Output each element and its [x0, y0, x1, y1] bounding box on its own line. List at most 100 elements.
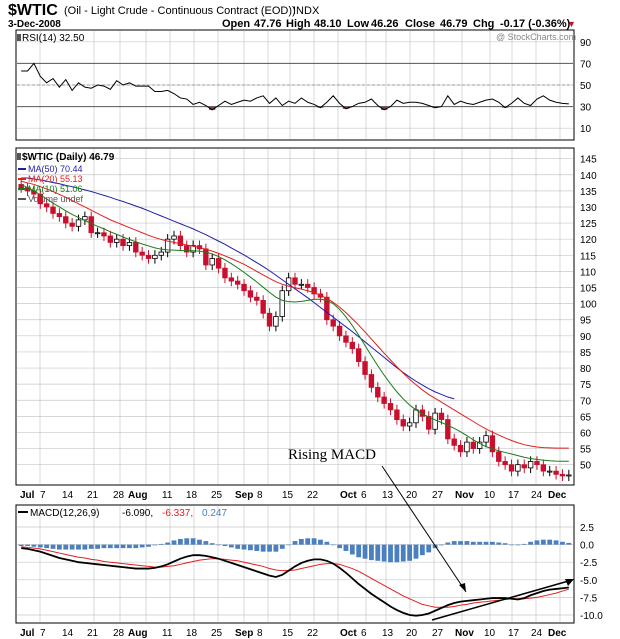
x-tick-label: 8 [257, 628, 263, 639]
macd-x-axis: Jul 7 14 21 28 Aug 11 18 25 Sep 8 15 22 Oct 6 13 20 27 Nov… [20, 628, 567, 639]
low-value: 46.26 [371, 18, 399, 30]
candle-body [502, 461, 508, 466]
candle-body [107, 235, 114, 243]
x-tick-label: 11 [162, 628, 173, 639]
legend-entry: Volume undef [28, 194, 84, 204]
x-tick-label: 21 [87, 628, 99, 639]
x-tick-label: 7 [40, 628, 46, 639]
macd-histogram-bar [248, 544, 253, 551]
macd-histogram-bar [286, 544, 292, 546]
macd-histogram-bar [375, 544, 381, 561]
x-tick-label: 7 [40, 490, 46, 501]
price-tick-label: 115 [580, 251, 596, 262]
price-tick-label: 100 [580, 300, 597, 311]
x-tick-label: 24 [531, 490, 543, 501]
candle-body [209, 258, 215, 266]
macd-tick-label: -5.0 [580, 576, 598, 587]
x-tick-label: 10 [484, 490, 496, 501]
x-tick-label: 17 [508, 628, 520, 639]
x-tick-label: 27 [432, 628, 444, 639]
macd-histogram-bar [76, 544, 81, 550]
chg-down-arrow-icon: ▼ [567, 19, 576, 29]
macd-histogram-bar [426, 544, 432, 553]
x-tick-label: Nov [455, 628, 474, 639]
candle-body [254, 296, 260, 301]
rsi-oversold-fill [380, 106, 388, 110]
candle-body [126, 242, 133, 247]
macd-histogram-bar [158, 543, 164, 545]
candle-body [37, 193, 43, 205]
rsi-tick-label: 10 [580, 124, 592, 135]
chg-label: Chg [473, 18, 494, 30]
rsi-legend: RSI(14) 32.50 [22, 33, 85, 44]
legend-entry: MA(50) 70.44 [28, 164, 83, 174]
chart-symbol: $WTIC [8, 2, 58, 19]
macd-histogram-bar [496, 542, 502, 545]
candle-body [241, 283, 247, 292]
x-tick-label: 14 [62, 490, 74, 501]
x-tick-label: Nov [455, 490, 474, 501]
macd-histogram-bar [566, 542, 572, 545]
chart-date: 3-Dec-2008 [8, 19, 61, 30]
macd-histogram-bar [50, 544, 56, 549]
candle-body [145, 254, 152, 259]
candle-body [362, 361, 368, 375]
x-tick-label: 11 [162, 490, 173, 501]
macd-legend-hist: 0.247 [202, 508, 227, 519]
candle-body [311, 287, 317, 295]
macd-histogram-bar [381, 544, 387, 562]
candle-body [400, 419, 406, 427]
x-tick-label: 13 [382, 628, 394, 639]
candle-body [521, 464, 527, 469]
macd-tick-label: 2.5 [580, 523, 594, 534]
macd-histogram-bar [311, 538, 317, 545]
price-tick-label: 65 [580, 412, 592, 423]
macd-histogram-bar [31, 544, 37, 547]
rising-macd-annotation: Rising MACD [288, 447, 376, 463]
candle-body [476, 441, 483, 449]
ma10-line [20, 183, 569, 462]
price-tick-label: 60 [580, 428, 592, 439]
macd-histogram-bar [107, 544, 113, 549]
macd-histogram-bar [521, 543, 527, 545]
candle-body [260, 299, 266, 314]
candle-body [305, 283, 311, 288]
price-legend-swatch [17, 153, 21, 160]
candle-body [445, 419, 451, 440]
candle-body [508, 464, 515, 472]
macd-histogram-bar [63, 544, 69, 550]
trendline-arrowhead-icon [565, 579, 574, 586]
price-tick-label: 75 [580, 380, 592, 391]
candle-body [375, 386, 381, 398]
candle-body [279, 290, 285, 317]
macd-histogram-bar [337, 544, 342, 549]
macd-histogram-bar [222, 544, 228, 547]
price-legend-title: $WTIC (Daily) 46.79 [22, 152, 115, 163]
macd-histogram-bar [528, 541, 534, 545]
candle-body [432, 412, 438, 430]
macd-histogram-bar [305, 538, 311, 545]
macd-histogram-bar [362, 544, 368, 559]
candle-body [292, 277, 298, 285]
candle-body [559, 473, 566, 477]
x-tick-label: 22 [307, 628, 319, 639]
candle-body [368, 374, 375, 388]
candle-body [343, 335, 349, 343]
candle-body [101, 232, 107, 237]
x-tick-label: Aug [128, 628, 147, 639]
x-tick-label: 20 [406, 490, 418, 501]
x-tick-label: Oct [340, 490, 357, 501]
macd-histogram-bar [146, 544, 151, 547]
rsi-oversold-fill [209, 106, 216, 110]
chg-value: -0.17 (-0.36%) [500, 18, 571, 30]
candle-body [566, 474, 572, 477]
rsi-tick-label: 50 [580, 81, 592, 92]
macd-histogram-bar [407, 544, 413, 561]
macd-histogram-bar [82, 544, 88, 550]
x-tick-label: Sep [235, 490, 253, 501]
macd-histogram-bar [349, 544, 355, 555]
candle-body [483, 435, 489, 443]
macd-histogram-bar [127, 544, 132, 549]
macd-histogram-bar [184, 538, 190, 545]
macd-histogram-bar [88, 544, 94, 549]
